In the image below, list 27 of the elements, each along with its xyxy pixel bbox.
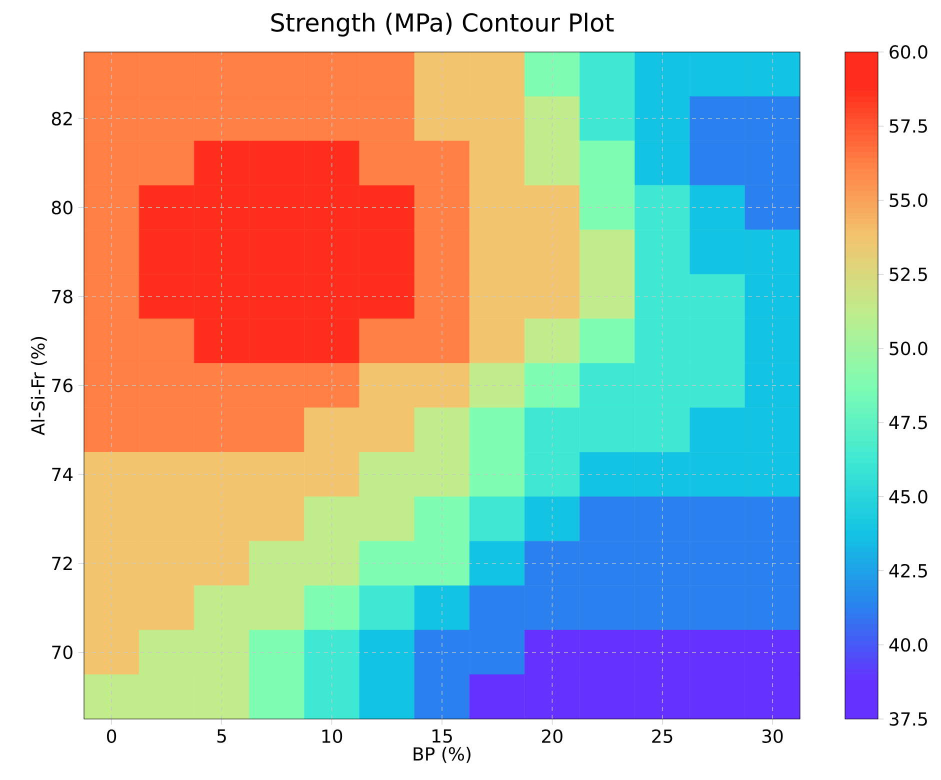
x-tick-label: 20: [542, 729, 562, 743]
color-bar-label: 40.0: [889, 638, 928, 652]
y-tick-label: 80: [52, 200, 72, 214]
color-bar-label: 50.0: [890, 342, 928, 356]
x-tick-label: 0: [107, 729, 116, 743]
color-bar-label: 42.5: [889, 564, 927, 578]
color-bar-label: 57.5: [890, 119, 927, 133]
y-axis-title: Al-Si-Fr (%): [30, 337, 47, 436]
y-tick-label: 76: [52, 378, 72, 392]
y-tick-label: 70: [52, 645, 72, 660]
y-tick-label: 78: [52, 290, 72, 304]
color-bar-label: 45.0: [889, 490, 928, 504]
y-tick-label: 82: [52, 112, 72, 126]
x-tick-label: 30: [762, 729, 783, 743]
color-bar-label: 47.5: [889, 416, 927, 430]
x-tick-label: 15: [432, 729, 452, 743]
color-bar-label: 37.5: [890, 712, 927, 726]
y-tick-label: 74: [52, 468, 73, 481]
chart-title: Strength (MPa) Contour Plot: [271, 12, 614, 37]
x-axis-title: BP (%): [414, 746, 470, 763]
x-tick-label: 5: [217, 729, 226, 743]
y-tick-label: 72: [52, 556, 72, 570]
x-tick-label: 25: [652, 729, 672, 743]
x-tick-label: 10: [322, 729, 342, 743]
color-bar-label: 60.0: [890, 45, 928, 59]
color-bar-label: 55.0: [890, 193, 928, 208]
color-bar-label: 52.5: [890, 268, 927, 282]
